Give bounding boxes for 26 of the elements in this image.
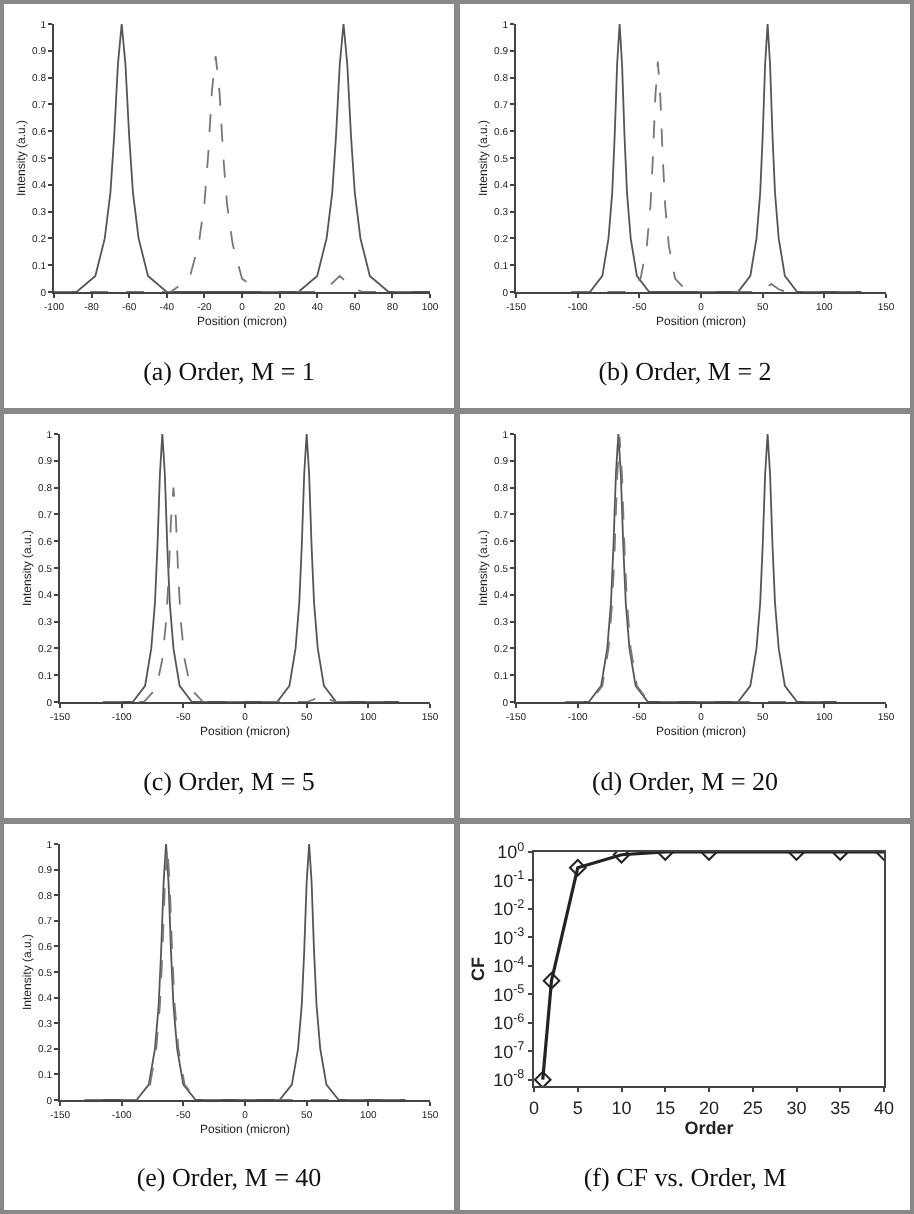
y-tick-label: 10$^{-6}$ — [493, 1011, 526, 1034]
y-tick-label: 10$^{0}$ — [497, 840, 526, 863]
text: (a) Order, M = 1 — [141, 356, 317, 388]
x-tick-label: 15 — [655, 1097, 676, 1118]
y-tick-label: 10$^{-4}$ — [493, 954, 526, 977]
y-tick-label: 10$^{-8}$ — [493, 1068, 526, 1090]
y-tick-label: 10$^{-5}$ — [493, 983, 526, 1005]
x-tick-label: 40 — [873, 1097, 895, 1118]
x-tick-label: 35 — [830, 1097, 851, 1118]
text: (f) CF vs. Order, M — [581, 1162, 789, 1194]
text: (b) Order, M = 2 — [596, 356, 774, 388]
x-tick-label: 30 — [786, 1097, 807, 1118]
y-tick-label: 10$^{-7}$ — [493, 1039, 526, 1062]
x-axis-title: Order — [684, 1117, 735, 1138]
text: (e) Order, M = 40 — [134, 1162, 324, 1194]
x-tick-label: 20 — [698, 1097, 720, 1118]
y-tick-label: 10$^{-2}$ — [493, 897, 526, 920]
x-tick-label: 5 — [572, 1097, 583, 1118]
y-tick-label: 10$^{-1}$ — [493, 869, 526, 891]
text: (d) Order, M = 20 — [589, 766, 781, 798]
y-tick-label: 10$^{-3}$ — [493, 926, 526, 948]
x-tick-label: 10 — [611, 1097, 632, 1118]
x-tick-label: 25 — [742, 1097, 763, 1118]
text: (c) Order, M = 5 — [141, 766, 317, 798]
y-axis-title: CF — [467, 956, 488, 981]
x-tick-label: 0 — [528, 1097, 540, 1118]
